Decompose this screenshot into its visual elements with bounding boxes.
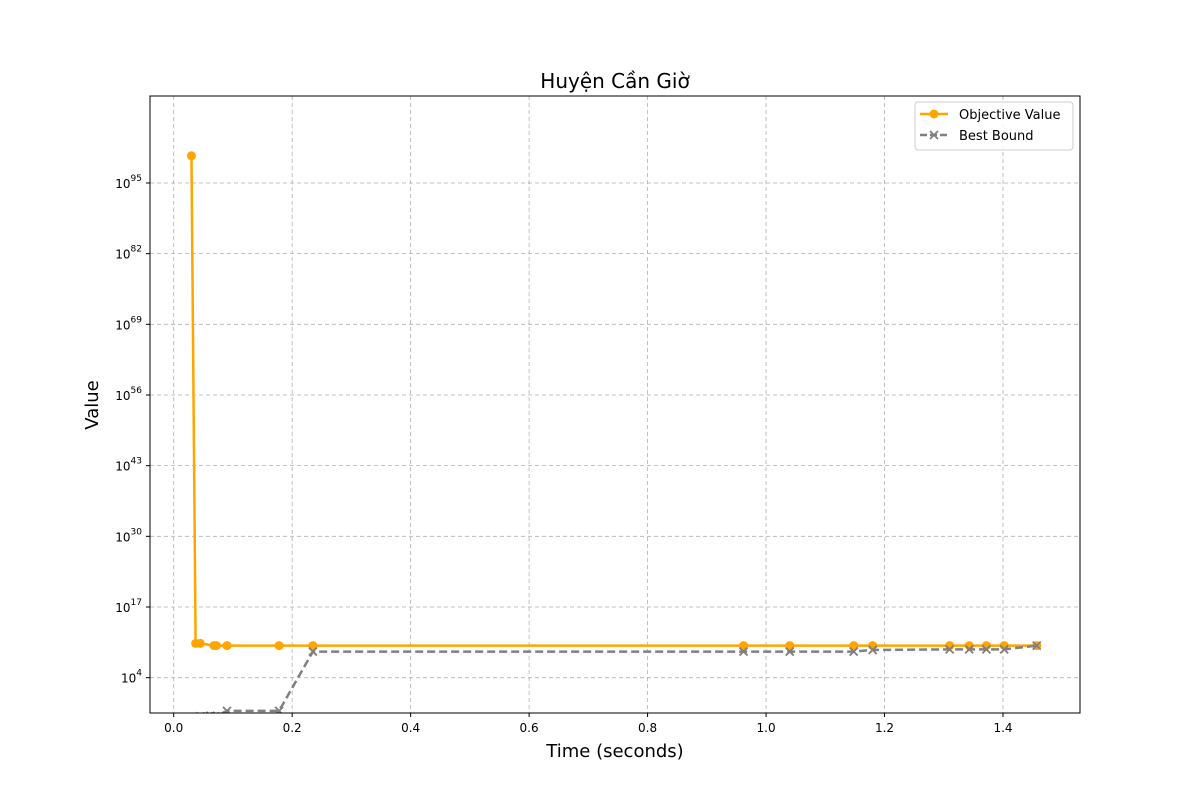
best-bound-point (849, 646, 859, 657)
y-axis-label: Value (82, 380, 103, 429)
y-tick-label: 1082 (115, 245, 142, 262)
legend-box (914, 101, 1074, 151)
legend: Objective Value Best Bound (914, 101, 1074, 151)
y-tick-label: 1043 (115, 457, 142, 474)
y-tick-label: 1069 (115, 315, 142, 332)
best-bound-point (785, 646, 795, 657)
best-bound-point (868, 645, 878, 655)
legend-objective-value-label: Objective Value (959, 108, 1060, 123)
chart-title: Huyện Cần Giờ (540, 69, 690, 93)
best-bound-point (981, 644, 992, 655)
best-bound-point (964, 644, 974, 655)
y-axis-ticks: 104 1017 1030 1043 1056 1069 1082 1095 (115, 174, 150, 686)
plot-frame (149, 95, 1081, 714)
objective-value-point (274, 641, 284, 651)
y-tick-label: 1017 (115, 598, 142, 615)
x-tick-label: 0.0 (164, 721, 183, 735)
objective-value-point (785, 641, 795, 651)
legend-objective-value-marker (929, 109, 939, 119)
objective-value-point (222, 641, 232, 651)
objective-value-point (739, 641, 749, 651)
legend-best-bound-label: Best Bound (959, 129, 1034, 144)
x-tick-label: 0.4 (401, 721, 420, 735)
objective-value-point (849, 641, 859, 651)
y-tick-label: 1095 (115, 174, 142, 191)
y-tick-label: 1056 (115, 386, 142, 403)
best-bound-point (308, 646, 318, 657)
best-bound-point (274, 706, 284, 713)
best-bound-point (222, 706, 232, 713)
objective-value-point (308, 641, 318, 651)
best-bound-point (1032, 640, 1042, 651)
grid (150, 96, 1080, 713)
best-bound-point (738, 646, 749, 657)
x-tick-label: 0.8 (638, 721, 657, 735)
legend-best-bound-marker (929, 130, 939, 140)
x-axis-label: Time (seconds) (545, 741, 683, 762)
y-tick-label: 104 (121, 669, 142, 686)
best-bound-line (219, 644, 1037, 713)
series-layer (186, 151, 1042, 713)
x-tick-label: 0.6 (520, 721, 539, 735)
objective-value-point (186, 151, 196, 161)
best-bound-point (945, 644, 955, 655)
x-tick-label: 1.2 (875, 721, 894, 735)
x-tick-label: 1.0 (757, 721, 776, 735)
best-bound-point (999, 644, 1009, 655)
y-tick-label: 1030 (115, 527, 142, 544)
x-tick-label: 0.2 (283, 721, 302, 735)
x-tick-label: 1.4 (993, 721, 1012, 735)
objective-value-point (195, 638, 205, 648)
x-axis-ticks: 0.0 0.2 0.4 0.6 0.8 1.0 1.2 1.4 (164, 713, 1013, 735)
objective-value-point (211, 641, 221, 651)
